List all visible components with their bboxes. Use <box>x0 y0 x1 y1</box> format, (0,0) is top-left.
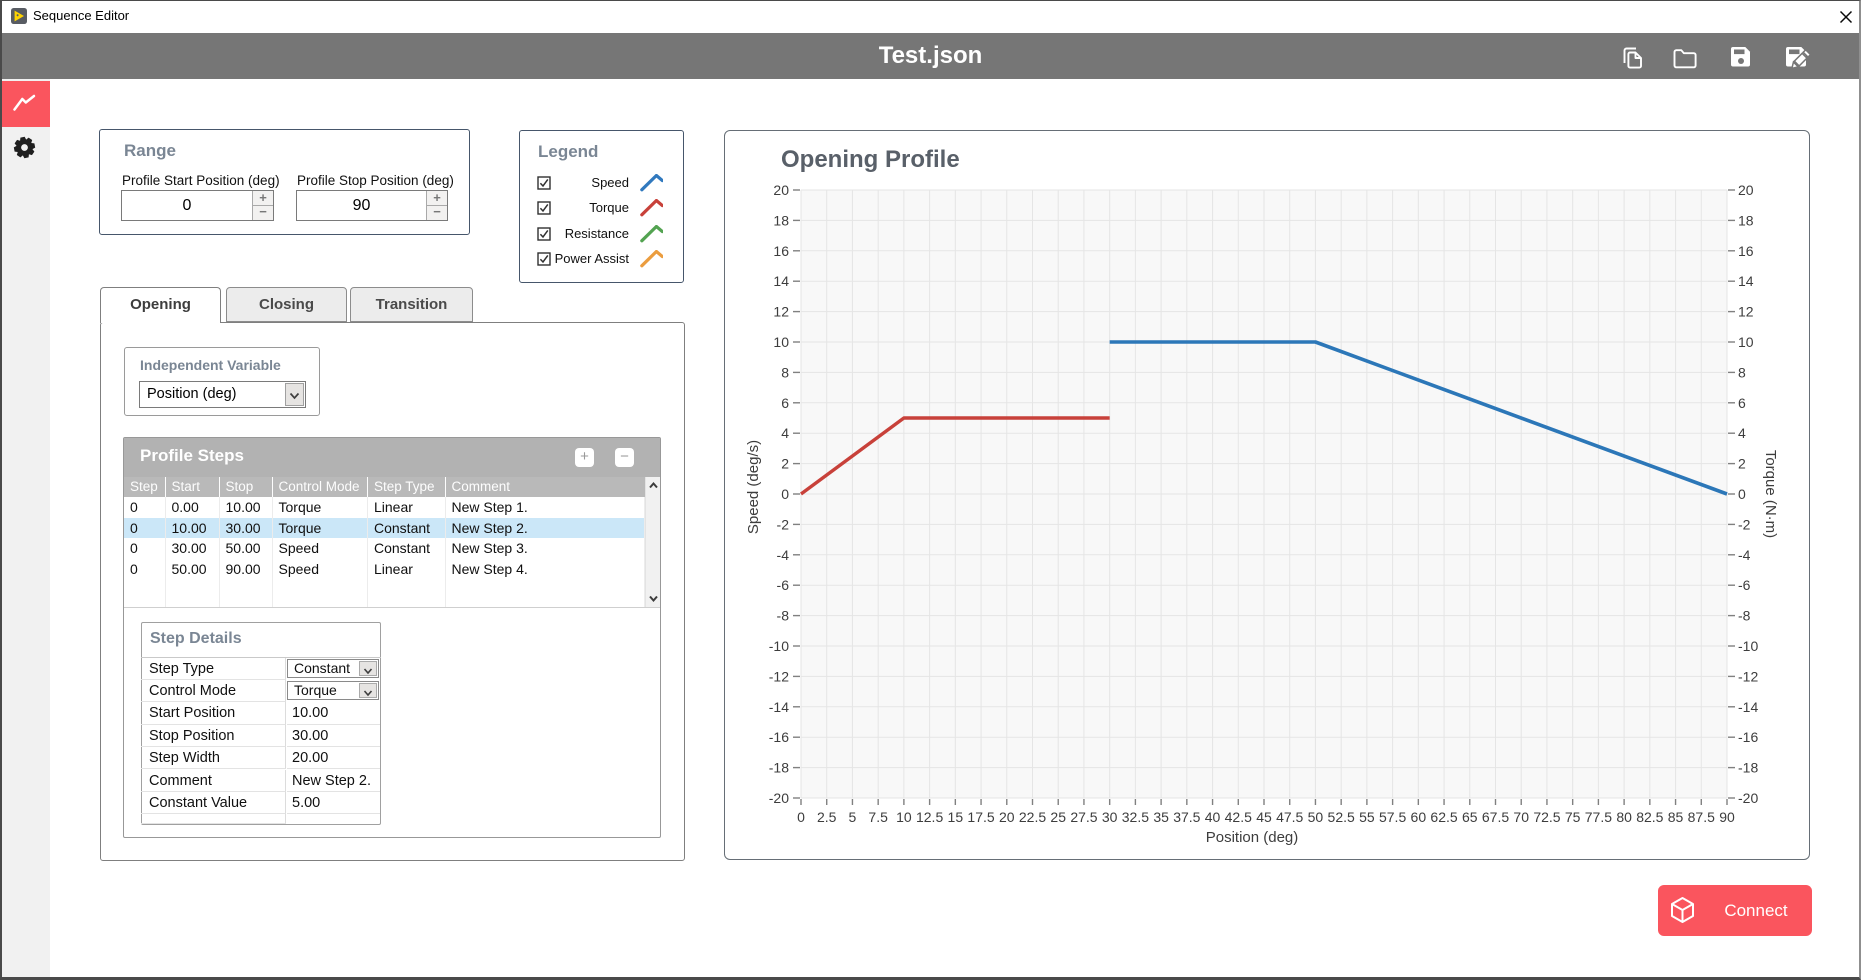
svg-text:Position (deg): Position (deg) <box>1206 829 1299 846</box>
svg-text:32.5: 32.5 <box>1122 809 1149 825</box>
svg-text:65: 65 <box>1462 809 1478 825</box>
svg-text:15: 15 <box>948 809 964 825</box>
svg-text:0: 0 <box>781 486 789 502</box>
svg-text:85: 85 <box>1668 809 1684 825</box>
svg-text:17.5: 17.5 <box>967 809 994 825</box>
svg-text:Torque (N·m): Torque (N·m) <box>1762 450 1779 538</box>
svg-text:-2: -2 <box>1738 516 1751 532</box>
svg-text:10: 10 <box>773 334 789 350</box>
svg-text:90: 90 <box>1719 809 1735 825</box>
svg-text:47.5: 47.5 <box>1276 809 1303 825</box>
svg-text:52.5: 52.5 <box>1328 809 1355 825</box>
svg-text:22.5: 22.5 <box>1019 809 1046 825</box>
svg-text:2: 2 <box>781 456 789 472</box>
svg-text:42.5: 42.5 <box>1225 809 1252 825</box>
svg-text:30: 30 <box>1102 809 1118 825</box>
svg-text:2: 2 <box>1738 456 1746 472</box>
svg-text:-16: -16 <box>1738 729 1758 745</box>
svg-text:20: 20 <box>773 182 789 198</box>
svg-text:16: 16 <box>773 243 789 259</box>
svg-text:8: 8 <box>781 364 789 380</box>
svg-text:-6: -6 <box>1738 577 1751 593</box>
svg-text:-16: -16 <box>769 729 789 745</box>
svg-text:72.5: 72.5 <box>1533 809 1560 825</box>
svg-text:-8: -8 <box>1738 608 1751 624</box>
svg-text:8: 8 <box>1738 364 1746 380</box>
svg-text:0: 0 <box>1738 486 1746 502</box>
svg-text:35: 35 <box>1153 809 1169 825</box>
svg-text:27.5: 27.5 <box>1070 809 1097 825</box>
svg-text:67.5: 67.5 <box>1482 809 1509 825</box>
svg-text:-12: -12 <box>1738 668 1758 684</box>
svg-text:6: 6 <box>1738 395 1746 411</box>
svg-text:37.5: 37.5 <box>1173 809 1200 825</box>
svg-text:-14: -14 <box>1738 699 1758 715</box>
svg-text:4: 4 <box>1738 425 1746 441</box>
svg-text:5: 5 <box>849 809 857 825</box>
svg-text:-14: -14 <box>769 699 789 715</box>
svg-text:2.5: 2.5 <box>817 809 837 825</box>
svg-text:12: 12 <box>773 304 789 320</box>
svg-text:-20: -20 <box>1738 790 1758 806</box>
svg-text:12.5: 12.5 <box>916 809 943 825</box>
svg-text:70: 70 <box>1513 809 1529 825</box>
svg-text:25: 25 <box>1050 809 1066 825</box>
svg-text:10: 10 <box>896 809 912 825</box>
svg-text:0: 0 <box>797 809 805 825</box>
svg-text:-10: -10 <box>1738 638 1758 654</box>
svg-text:6: 6 <box>781 395 789 411</box>
svg-text:82.5: 82.5 <box>1636 809 1663 825</box>
svg-text:10: 10 <box>1738 334 1754 350</box>
svg-text:-10: -10 <box>769 638 789 654</box>
svg-text:18: 18 <box>773 212 789 228</box>
svg-text:20: 20 <box>999 809 1015 825</box>
svg-text:-8: -8 <box>777 608 790 624</box>
svg-text:16: 16 <box>1738 243 1754 259</box>
svg-text:7.5: 7.5 <box>868 809 888 825</box>
svg-text:14: 14 <box>1738 273 1754 289</box>
svg-text:77.5: 77.5 <box>1585 809 1612 825</box>
svg-text:60: 60 <box>1411 809 1427 825</box>
svg-text:-20: -20 <box>769 790 789 806</box>
svg-text:18: 18 <box>1738 212 1754 228</box>
svg-text:-4: -4 <box>1738 547 1751 563</box>
svg-text:50: 50 <box>1308 809 1324 825</box>
svg-text:87.5: 87.5 <box>1688 809 1715 825</box>
svg-text:75: 75 <box>1565 809 1581 825</box>
svg-text:-2: -2 <box>777 516 790 532</box>
svg-text:62.5: 62.5 <box>1430 809 1457 825</box>
svg-text:4: 4 <box>781 425 789 441</box>
svg-text:-12: -12 <box>769 668 789 684</box>
svg-text:-18: -18 <box>769 760 789 776</box>
svg-text:-4: -4 <box>777 547 790 563</box>
svg-text:-6: -6 <box>777 577 790 593</box>
svg-text:12: 12 <box>1738 304 1754 320</box>
svg-text:-18: -18 <box>1738 760 1758 776</box>
svg-text:80: 80 <box>1616 809 1632 825</box>
svg-text:45: 45 <box>1256 809 1272 825</box>
svg-text:40: 40 <box>1205 809 1221 825</box>
svg-text:14: 14 <box>773 273 789 289</box>
svg-text:57.5: 57.5 <box>1379 809 1406 825</box>
svg-text:20: 20 <box>1738 182 1754 198</box>
svg-text:55: 55 <box>1359 809 1375 825</box>
svg-text:Speed (deg/s): Speed (deg/s) <box>745 440 762 534</box>
